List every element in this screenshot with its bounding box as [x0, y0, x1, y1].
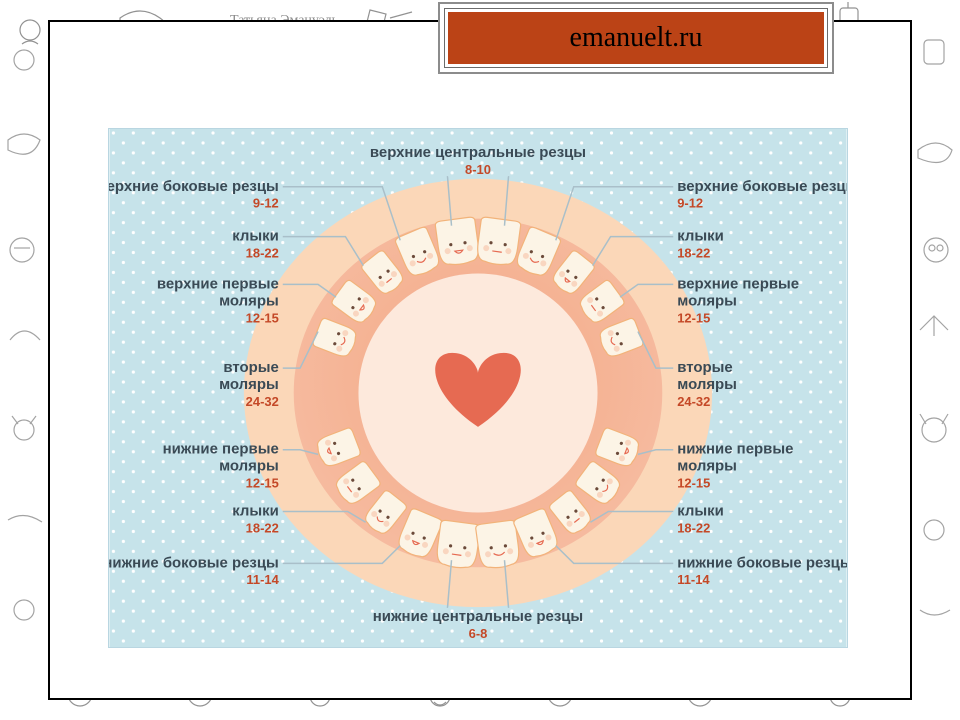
svg-text:18-22: 18-22	[246, 520, 279, 535]
svg-text:клыки: клыки	[232, 228, 279, 245]
svg-text:клыки: клыки	[677, 228, 724, 245]
svg-text:моляры: моляры	[677, 292, 737, 309]
svg-text:6-8: 6-8	[469, 626, 488, 641]
teeth-infographic: верхние центральные резцы8-10 нижние цент…	[108, 128, 848, 648]
tooth	[475, 520, 521, 570]
svg-text:моляры: моляры	[219, 458, 279, 475]
label-top-central: верхние центральные резцы	[370, 144, 586, 161]
svg-text:12-15: 12-15	[677, 310, 710, 325]
svg-text:9-12: 9-12	[677, 196, 703, 211]
svg-text:моляры: моляры	[219, 292, 279, 309]
svg-text:нижние боковые резцы: нижние боковые резцы	[677, 554, 847, 571]
doodle-left	[0, 0, 50, 720]
svg-text:нижние боковые резцы: нижние боковые резцы	[109, 554, 279, 571]
svg-text:12-15: 12-15	[246, 476, 279, 491]
svg-text:8-10: 8-10	[465, 162, 491, 177]
svg-text:верхние боковые резцы: верхние боковые резцы	[677, 178, 847, 195]
svg-text:18-22: 18-22	[246, 246, 279, 261]
svg-text:18-22: 18-22	[677, 246, 710, 261]
svg-text:нижние первые: нижние первые	[163, 441, 279, 458]
svg-text:11-14: 11-14	[677, 572, 710, 587]
svg-text:вторые: вторые	[677, 359, 732, 376]
svg-text:вторые: вторые	[223, 359, 278, 376]
svg-text:12-15: 12-15	[677, 476, 710, 491]
svg-text:24-32: 24-32	[246, 394, 279, 409]
svg-text:9-12: 9-12	[253, 196, 279, 211]
teeth-diagram-svg: верхние центральные резцы8-10 нижние цент…	[109, 129, 847, 647]
svg-text:верхние первые: верхние первые	[157, 275, 279, 292]
banner-text: emanuelt.ru	[570, 22, 703, 54]
svg-text:моляры: моляры	[677, 376, 737, 393]
doodle-right	[910, 0, 960, 720]
svg-text:24-32: 24-32	[677, 394, 710, 409]
tooth	[435, 520, 481, 570]
svg-text:клыки: клыки	[232, 503, 279, 520]
svg-text:моляры: моляры	[219, 376, 279, 393]
label-bottom-central: нижние центральные резцы	[373, 608, 583, 625]
svg-text:клыки: клыки	[677, 503, 724, 520]
site-banner: emanuelt.ru	[438, 2, 834, 74]
svg-text:18-22: 18-22	[677, 520, 710, 535]
svg-text:нижние первые: нижние первые	[677, 441, 793, 458]
svg-text:верхние первые: верхние первые	[677, 275, 799, 292]
svg-text:11-14: 11-14	[246, 572, 279, 587]
tooth	[476, 217, 522, 267]
svg-text:верхние боковые резцы: верхние боковые резцы	[109, 178, 279, 195]
svg-text:моляры: моляры	[677, 458, 737, 475]
svg-text:12-15: 12-15	[246, 310, 279, 325]
tooth	[435, 217, 481, 267]
